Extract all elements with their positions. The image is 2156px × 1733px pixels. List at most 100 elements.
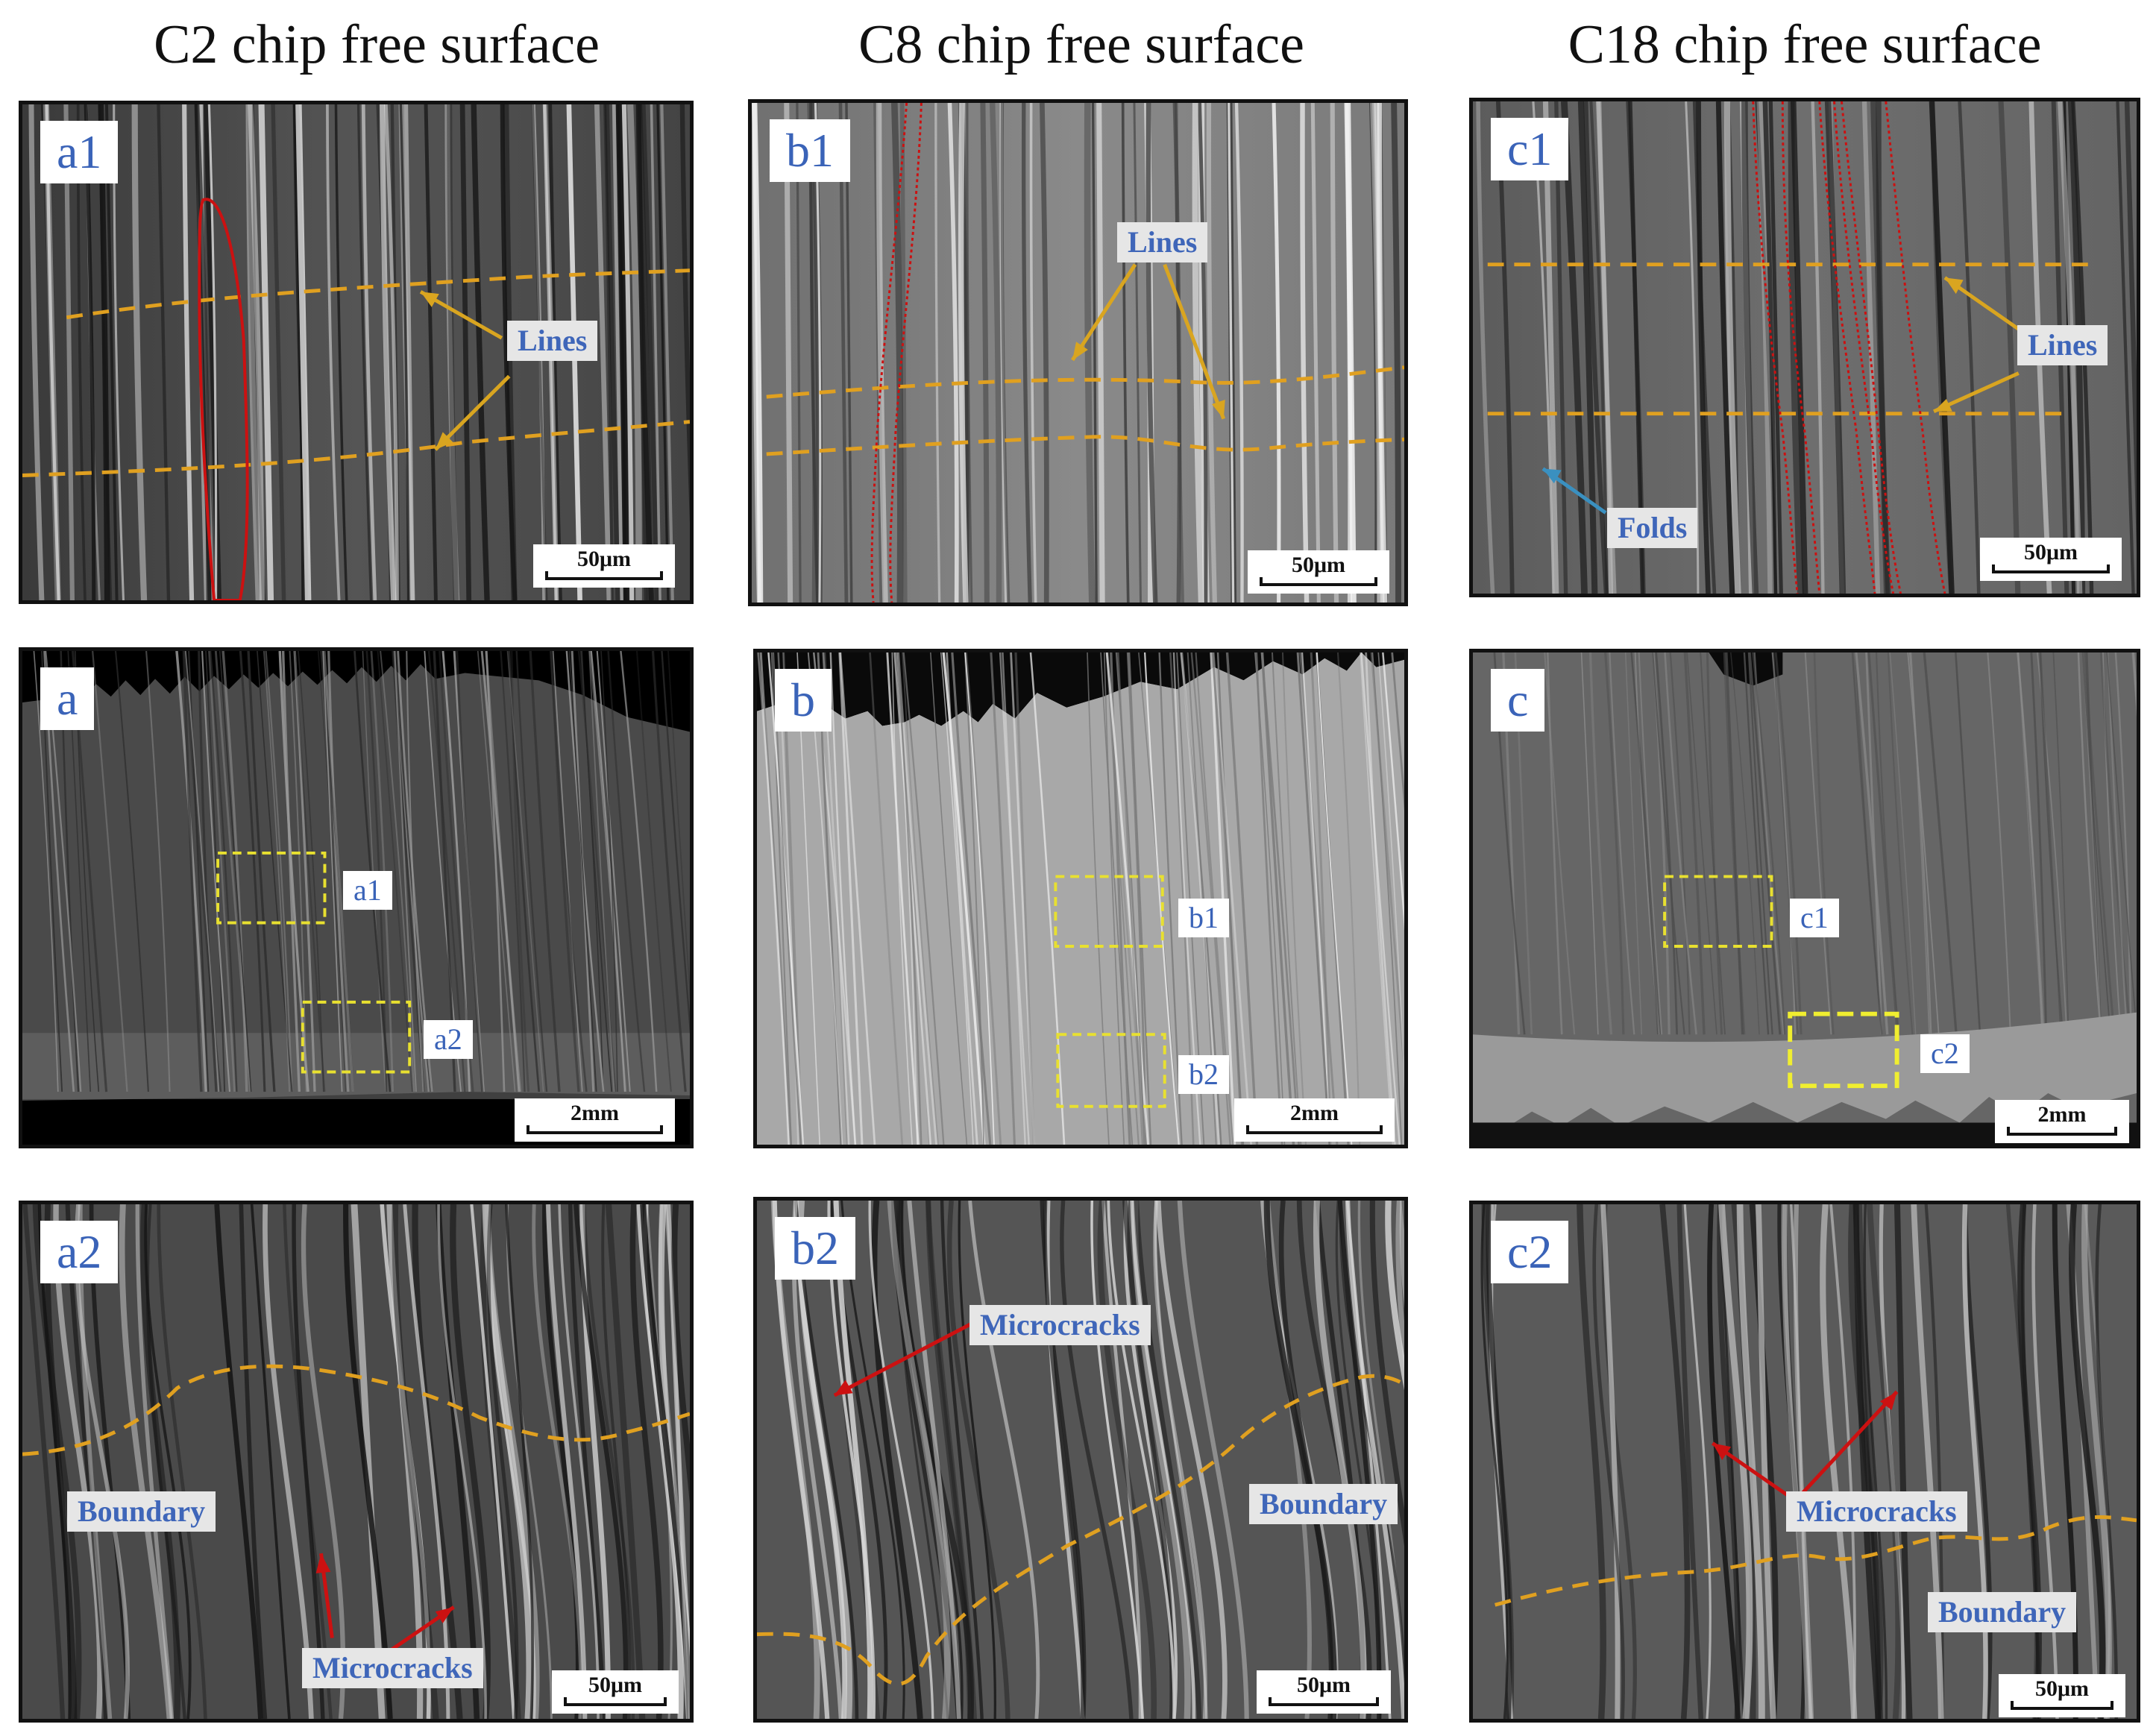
surface-streak — [1272, 103, 1281, 603]
scale-bar-label-a2: 50μm — [588, 1673, 642, 1697]
surface-streak — [2083, 652, 2116, 1035]
surface-streak — [1961, 1204, 1988, 1719]
surface-streak — [886, 652, 920, 1145]
surface-streak — [1824, 101, 1847, 594]
surface-streak — [1345, 103, 1357, 603]
surface-streak — [1000, 103, 1011, 603]
surface-streak — [925, 1201, 977, 1719]
surface-streak — [1588, 652, 1613, 1035]
surface-streak — [1021, 103, 1032, 603]
surface-streak — [1741, 101, 1759, 594]
surface-streak — [934, 103, 941, 603]
column-title-c2: C2 chip free surface — [154, 14, 600, 75]
surface-streak — [601, 1204, 632, 1719]
surface-streak — [925, 1201, 973, 1719]
surface-streak — [334, 104, 348, 600]
surface-streak — [1638, 652, 1663, 1035]
surface-streak — [1717, 1204, 1741, 1719]
surface-streak — [989, 103, 1002, 603]
surface-streak — [131, 104, 148, 600]
surface-streak — [1788, 101, 1804, 594]
surface-streak — [1370, 103, 1383, 603]
surface-streak — [1752, 652, 1786, 1035]
surface-streak — [1084, 103, 1096, 603]
surface-streak — [515, 651, 548, 1092]
surface-streak — [999, 652, 1030, 1145]
surface-streak — [1281, 652, 1307, 1145]
surface-streak — [459, 104, 472, 600]
surface-streak — [182, 651, 203, 1092]
surface-streak — [486, 1204, 519, 1719]
surface-streak — [1848, 1204, 1884, 1719]
surface-streak — [1090, 1201, 1144, 1719]
surface-streak — [635, 104, 655, 600]
surface-streak — [380, 1204, 431, 1719]
callout-microcracks-a2: Microcracks — [302, 1648, 483, 1688]
surface-streak — [2069, 1204, 2106, 1719]
surface-streak — [1010, 652, 1036, 1145]
surface-streak — [455, 651, 484, 1092]
surface-streak — [568, 651, 597, 1092]
surface-streak — [386, 1204, 424, 1719]
surface-streak — [759, 652, 792, 1145]
surface-streak — [958, 1201, 996, 1719]
panel-label-c1: c1 — [1491, 118, 1569, 180]
surface-streak — [947, 103, 959, 603]
panel-b2: b2 Microcracks Boundary 50μm — [753, 1197, 1408, 1723]
surface-streak — [392, 1204, 439, 1719]
panel-b1: b1 Lines 50μm — [748, 99, 1408, 606]
surface-streak — [2052, 652, 2069, 1035]
surface-streak — [671, 1204, 690, 1504]
surface-streak — [1121, 103, 1130, 603]
surface-streak — [2124, 101, 2137, 553]
surface-streak — [1580, 652, 1599, 1035]
callout-folds-c1: Folds — [1607, 508, 1698, 548]
surface-streak — [1476, 101, 1495, 594]
surface-streak — [2031, 1204, 2059, 1719]
surface-streak — [403, 1204, 450, 1719]
surface-streak — [379, 104, 397, 600]
sem-image-c2 — [1473, 1204, 2137, 1719]
surface-streak — [596, 651, 631, 1092]
surface-streak — [356, 104, 373, 600]
surface-streak — [621, 104, 635, 600]
surface-streak — [221, 651, 248, 1092]
surface-streak — [1747, 652, 1773, 1035]
panel-c2: c2 Microcracks Boundary 50μm — [1469, 1201, 2140, 1723]
surface-streak — [640, 1204, 690, 1719]
surface-streak — [1029, 103, 1037, 603]
surface-streak — [829, 652, 857, 1145]
surface-streak — [940, 1201, 984, 1719]
surface-streak — [22, 1204, 66, 1719]
surface-streak — [600, 651, 618, 1092]
scale-bar-label-b1: 50μm — [1292, 553, 1345, 577]
scale-bar-label-c1: 50μm — [2024, 540, 2078, 564]
surface-streak — [1192, 103, 1204, 603]
surface-streak — [1963, 1204, 1993, 1719]
surface-streak — [626, 104, 642, 600]
surface-streak — [157, 1204, 207, 1719]
surface-streak — [930, 652, 968, 1145]
surface-streak — [1856, 1204, 1881, 1719]
surface-streak — [263, 1204, 314, 1719]
surface-streak — [902, 652, 945, 1145]
surface-streak — [326, 104, 341, 600]
surface-streak — [532, 1204, 583, 1719]
surface-streak — [317, 651, 347, 1092]
surface-streak — [1774, 652, 1803, 1035]
surface-streak — [896, 652, 923, 1145]
surface-streak — [1655, 652, 1679, 1035]
surface-streak — [1014, 652, 1035, 1145]
surface-streak — [1128, 652, 1152, 1145]
surface-streak — [588, 651, 626, 1092]
surface-streak — [896, 652, 938, 1145]
scale-bar-b: 2mm — [1234, 1098, 1395, 1142]
surface-streak — [2017, 1204, 2042, 1719]
surface-streak — [1583, 101, 1609, 594]
surface-streak — [1853, 1204, 1882, 1719]
surface-streak — [322, 651, 343, 1092]
surface-streak — [245, 104, 263, 600]
surface-streak — [294, 651, 326, 1092]
surface-streak — [1316, 652, 1353, 1145]
scale-bar-c: 2mm — [1995, 1100, 2129, 1143]
